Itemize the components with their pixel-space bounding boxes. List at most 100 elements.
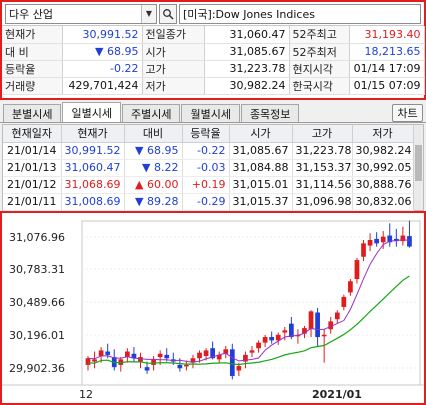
tab-3[interactable]: 월별시세 <box>181 104 240 122</box>
candle-body <box>387 235 393 243</box>
quote-value: 30,982.24 <box>204 77 290 95</box>
column-header[interactable]: 고가 <box>292 125 353 143</box>
y-tick-label: 30,196.01 <box>9 329 65 342</box>
candle-body <box>236 366 242 371</box>
candle-body <box>328 321 334 330</box>
symbol-name: [미국]:Dow Jones Indices <box>183 7 315 21</box>
tab-4[interactable]: 종목정보 <box>240 104 300 122</box>
table-cell: ▲ 60.00 <box>124 176 183 194</box>
table-cell: 31,223.78 <box>292 142 353 160</box>
candle-body <box>124 351 130 358</box>
candle-body <box>262 337 268 343</box>
column-header[interactable]: 현재가 <box>61 125 125 143</box>
table-cell: 30,991.52 <box>61 142 125 160</box>
candle-body <box>144 367 150 371</box>
table-cell: 30,982.24 <box>352 142 414 160</box>
column-header[interactable]: 시가 <box>229 125 293 143</box>
table-cell: 21/01/13 <box>3 159 62 177</box>
column-header[interactable]: 현재일자 <box>3 125 62 143</box>
table-cell: 30,832.06 <box>352 193 414 211</box>
quote-label: 시가 <box>142 43 205 61</box>
candle-body <box>151 359 156 365</box>
table-row[interactable]: 21/01/11 31,008.69 ▼ 89.28 -0.29 31,015.37 31… <box>3 193 414 211</box>
quote-value: ▼ 68.95 <box>62 43 143 61</box>
chart-canvas[interactable]: 31,076.96 30,783.31 30,489.66 30,196.01 29,9… <box>2 213 424 403</box>
table-cell: +0.19 <box>182 176 230 194</box>
table-cell: 31,096.98 <box>292 193 353 211</box>
chevron-down-icon[interactable]: ▼ <box>141 4 156 23</box>
table-row[interactable]: 21/01/12 31,068.69 ▲ 60.00 +0.19 31,015.01 31… <box>3 176 414 194</box>
symbol-combobox[interactable]: 다우 산업 ▼ <box>5 3 157 24</box>
quote-value: 429,701,424 <box>62 77 143 95</box>
quote-value: -0.22 <box>62 60 143 78</box>
quote-row: 대 비 ▼ 68.95 시가 31,085.67 52주최저 18,213.65 <box>2 43 425 61</box>
table-cell: 31,060.47 <box>61 159 125 177</box>
candle-body <box>249 350 255 353</box>
symbol-name-field: [미국]:Dow Jones Indices <box>179 3 421 24</box>
column-header[interactable]: 등락율 <box>182 125 230 143</box>
search-button[interactable] <box>159 3 177 24</box>
candle-body <box>288 323 294 338</box>
candle-body <box>157 353 163 358</box>
table-row[interactable]: 21/01/14 30,991.52 ▼ 68.95 -0.22 31,085.67 31… <box>3 142 414 160</box>
table-cell: 31,008.69 <box>61 193 125 211</box>
quote-row: 거래량 429,701,424 저가 30,982.24 한국시각 01/15 07:09 <box>2 77 425 95</box>
y-tick-label: 29,902.36 <box>9 362 65 375</box>
quote-row: 등락율 -0.22 고가 31,223.78 현지시각 01/14 17:09 <box>2 60 425 78</box>
table-cell: 21/01/14 <box>3 142 62 160</box>
table-cell: 30,992.05 <box>352 159 414 177</box>
column-header[interactable]: 저가 <box>352 125 414 143</box>
x-tick-label: 2021/01 <box>312 388 362 401</box>
candle-body <box>197 352 202 359</box>
candle-body <box>393 238 399 242</box>
moving-average-long-line <box>87 275 410 366</box>
table-cell: ▼ 68.95 <box>124 142 183 160</box>
table-cell: 31,015.37 <box>229 193 293 211</box>
column-header[interactable]: 대비 <box>124 125 183 143</box>
search-icon <box>163 8 174 20</box>
candle-body <box>243 354 248 362</box>
candle-body <box>85 358 91 365</box>
table-cell: ▼ 89.28 <box>124 193 183 211</box>
candle-body <box>348 281 353 293</box>
table-cell: 21/01/11 <box>3 193 62 211</box>
candle-body <box>138 357 143 362</box>
quote-label: 현재가 <box>2 26 63 44</box>
search-bar: 다우 산업 ▼ [미국]:Dow Jones Indices <box>2 2 424 26</box>
quote-value: 31,223.78 <box>204 60 290 78</box>
candle-body <box>98 350 104 356</box>
table-cell: 31,085.67 <box>229 142 293 160</box>
quote-value: 01/14 17:09 <box>349 60 425 78</box>
table-cell: 31,114.56 <box>292 176 353 194</box>
candle-body <box>105 351 111 355</box>
quote-value: 31,193.40 <box>349 26 425 44</box>
y-tick-label: 31,076.96 <box>9 231 65 244</box>
table-cell: 31,084.88 <box>229 159 293 177</box>
quote-label: 전일종가 <box>142 26 205 44</box>
scrollbar-thumb[interactable] <box>415 145 422 181</box>
candle-body <box>315 312 320 338</box>
quote-value: 31,060.47 <box>204 26 290 44</box>
candle-body <box>164 354 170 359</box>
candle-body <box>177 364 183 369</box>
table-cell: -0.03 <box>182 159 230 177</box>
table-row[interactable]: 21/01/13 31,060.47 ▼ 8.22 -0.03 31,084.88 31,… <box>3 159 414 177</box>
table-cell: 21/01/12 <box>3 176 62 194</box>
table-cell: ▼ 8.22 <box>124 159 183 177</box>
tab-0[interactable]: 분별시세 <box>3 104 62 122</box>
chart-button[interactable]: 차트 <box>392 104 423 122</box>
vertical-scrollbar[interactable] <box>413 125 423 210</box>
quote-value: 01/15 07:09 <box>349 77 425 95</box>
candle-body <box>400 235 406 242</box>
tab-1[interactable]: 일별시세 <box>62 102 121 122</box>
quote-label: 거래량 <box>2 77 63 95</box>
y-tick-label: 30,489.66 <box>9 296 65 309</box>
candle-body <box>216 354 222 360</box>
quote-label: 현지시각 <box>289 60 350 78</box>
tab-2[interactable]: 주별시세 <box>121 104 181 122</box>
candlestick-chart[interactable]: 31,076.96 30,783.31 30,489.66 30,196.01 29,9… <box>0 211 426 405</box>
table-cell: -0.22 <box>182 142 230 160</box>
y-tick-label: 30,783.31 <box>9 263 65 276</box>
candle-body <box>269 337 275 341</box>
quote-label: 대 비 <box>2 43 63 61</box>
